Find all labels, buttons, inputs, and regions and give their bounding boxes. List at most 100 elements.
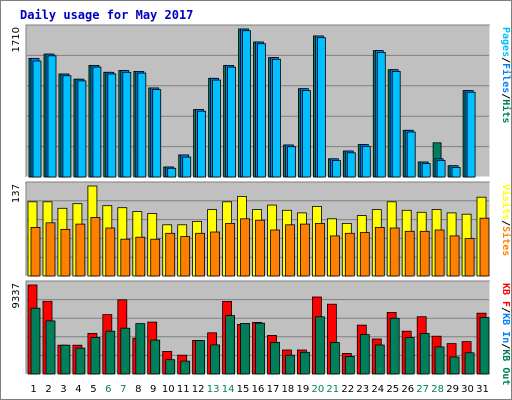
kbytes-bar-kb-out-day-8 [135,323,146,375]
day-label-9: 9 [150,384,156,395]
kbytes-bar-kb-out-day-3 [60,344,71,375]
visits-bar-sites-day-6 [105,227,116,277]
kbytes-bar-kb-out-day-19 [299,351,310,375]
visits-bar-sites-day-18 [285,224,295,277]
hits-bar-pages-day-25 [391,71,401,178]
day-label-28: 28 [431,384,444,395]
visits-bar-sites-day-3 [60,228,71,277]
hits-bar-pages-day-26 [406,131,416,178]
visits-bar-sites-day-9 [150,238,161,277]
hits-bar-pages-day-28 [436,160,446,178]
kbytes-bar-kb-out-day-23 [359,334,370,375]
visits-bar-sites-day-16 [255,219,265,277]
legend-separator: / [500,307,511,313]
visits-bar-sites-day-7 [120,238,131,277]
hits-bar-pages-day-29 [451,167,461,178]
visits-bar-sites-day-22 [344,232,355,277]
visits-bar-sites-day-23 [359,232,370,277]
kbytes-bar-kb-out-day-12 [195,340,206,375]
hits-bar-pages-day-9 [152,89,162,178]
visits-bar-sites-day-1 [30,226,41,277]
kbytes-bar-kb-out-day-1 [30,307,41,375]
kbytes-bar-kb-out-day-24 [374,344,385,375]
day-label-29: 29 [446,384,459,395]
day-label-13: 13 [207,384,220,395]
day-label-4: 4 [75,384,81,395]
hits-bar-pages-day-4 [77,80,87,178]
day-label-24: 24 [371,384,384,395]
day-label-19: 19 [297,384,310,395]
hits-bar-pages-day-5 [92,66,102,178]
hits-bar-pages-day-27 [421,163,431,178]
day-label-7: 7 [120,384,126,395]
legend-separator: / [500,93,511,99]
kbytes-bar-kb-out-day-29 [449,356,460,375]
kbytes-bar-kb-out-day-7 [120,327,131,375]
day-label-23: 23 [356,384,369,395]
legend-kb-out: KB Out [500,349,511,385]
visits-bar-sites-day-14 [225,222,236,277]
legend-sites: Sites [500,226,512,256]
visits-bar-sites-day-17 [270,229,280,277]
day-label-27: 27 [416,384,429,395]
kbytes-panel-border-shadow [25,280,490,374]
visits-bar-sites-day-10 [165,232,176,277]
visits-bar-sites-day-5 [90,217,101,277]
kbytes-bar-kb-out-day-15 [240,322,250,375]
kbytes-bar-kb-out-day-18 [285,354,295,375]
legend-kb-f: KB F [500,283,511,307]
kbytes-bar-kb-out-day-28 [434,346,445,375]
visits-bar-sites-day-2 [45,222,56,277]
visits-panel-border-shadow [25,181,490,276]
legend-separator: / [500,57,511,63]
kbytes-bar-kb-out-day-13 [210,344,221,375]
visits-bar-sites-day-15 [240,218,250,277]
legend-visits: Visits [500,184,512,220]
kbytes-legend: KB F/KB In/KB Out [500,283,511,385]
kbytes-bar-kb-out-day-11 [180,360,191,375]
day-label-30: 30 [461,384,474,395]
hits-bar-pages-day-15 [242,30,251,178]
day-label-8: 8 [135,384,141,395]
visits-bar-sites-day-4 [75,223,86,277]
hits-bar-pages-day-16 [257,43,266,178]
hits-bar-pages-day-24 [376,52,386,178]
kbytes-bar-kb-out-day-2 [45,320,56,375]
visits-legend: Visits/Sites [500,184,512,256]
day-label-16: 16 [252,384,265,395]
hits-bar-pages-day-21 [331,160,341,178]
visits-bar-sites-day-24 [374,226,385,277]
legend-files: Files [500,63,512,93]
day-label-21: 21 [326,384,339,395]
kbytes-bar-kb-out-day-10 [165,359,176,375]
legend-separator: / [500,220,511,226]
kbytes-bar-kb-out-day-31 [479,317,490,375]
visits-bar-sites-day-31 [479,217,490,277]
visits-bar-sites-day-30 [464,238,475,277]
day-label-25: 25 [386,384,399,395]
hits-bar-pages-day-13 [212,79,222,178]
day-label-22: 22 [341,384,354,395]
day-label-14: 14 [222,384,235,395]
hits-bar-pages-day-20 [316,37,326,178]
hits-bar-pages-day-3 [62,75,72,178]
hits-bar-pages-day-10 [167,167,177,178]
hits-bar-pages-day-17 [272,58,281,178]
hits-bar-pages-day-22 [346,152,356,178]
day-label-26: 26 [401,384,414,395]
kbytes-bar-kb-out-day-6 [105,330,116,375]
kbytes-bar-kb-out-day-22 [344,355,355,375]
hits-legend: Pages/Files/Hits [500,27,512,123]
kbytes-bar-kb-out-day-17 [270,341,280,375]
day-label-15: 15 [237,384,250,395]
visits-bar-sites-day-12 [195,232,206,277]
kbytes-bar-kb-out-day-9 [150,339,161,375]
hits-bar-pages-day-2 [47,55,57,178]
hits-bar-pages-day-30 [466,91,476,178]
legend-separator: / [500,343,511,349]
visits-bar-sites-day-26 [404,230,415,277]
hits-bar-pages-day-19 [301,90,311,178]
kbytes-bar-kb-out-day-27 [419,333,430,375]
hits-bar-pages-day-6 [107,73,117,178]
